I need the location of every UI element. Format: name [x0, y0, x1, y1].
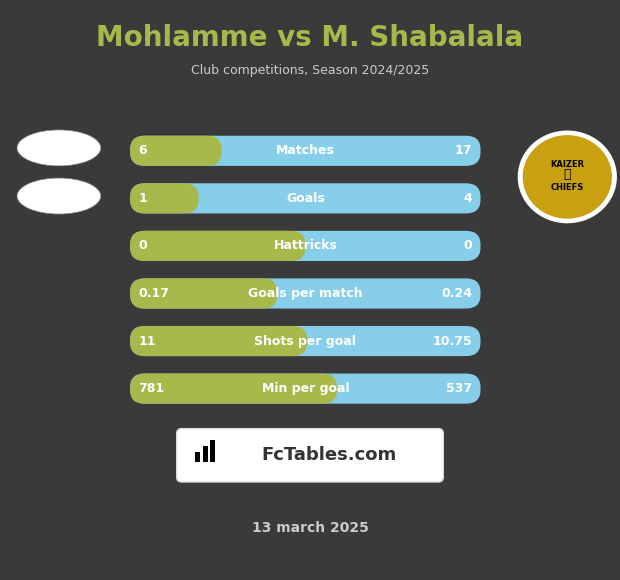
Text: CHIEFS: CHIEFS — [551, 183, 584, 192]
FancyBboxPatch shape — [203, 446, 208, 462]
Text: 1: 1 — [138, 192, 147, 205]
FancyBboxPatch shape — [130, 278, 480, 309]
Ellipse shape — [17, 178, 100, 214]
Text: Shots per goal: Shots per goal — [254, 335, 356, 347]
FancyBboxPatch shape — [210, 440, 215, 462]
Text: 0: 0 — [464, 240, 472, 252]
FancyBboxPatch shape — [130, 183, 480, 213]
Text: Club competitions, Season 2024/2025: Club competitions, Season 2024/2025 — [191, 64, 429, 77]
Text: 4: 4 — [464, 192, 472, 205]
FancyBboxPatch shape — [130, 183, 198, 213]
FancyBboxPatch shape — [130, 326, 480, 356]
Text: Mohlamme vs M. Shabalala: Mohlamme vs M. Shabalala — [97, 24, 523, 52]
Text: Matches: Matches — [276, 144, 335, 157]
Text: FcTables.com: FcTables.com — [261, 446, 396, 465]
Text: 781: 781 — [138, 382, 164, 395]
Text: 10.75: 10.75 — [433, 335, 472, 347]
Text: Goals: Goals — [286, 192, 325, 205]
FancyBboxPatch shape — [130, 374, 337, 404]
Text: Min per goal: Min per goal — [262, 382, 349, 395]
Text: 17: 17 — [455, 144, 472, 157]
FancyBboxPatch shape — [130, 231, 305, 261]
Text: 11: 11 — [138, 335, 156, 347]
FancyBboxPatch shape — [177, 429, 443, 482]
Text: Goals per match: Goals per match — [248, 287, 363, 300]
FancyBboxPatch shape — [130, 231, 480, 261]
FancyBboxPatch shape — [130, 136, 221, 166]
Text: 0.17: 0.17 — [138, 287, 169, 300]
Circle shape — [523, 135, 612, 219]
FancyBboxPatch shape — [195, 452, 200, 462]
Text: KAIZER: KAIZER — [550, 160, 585, 169]
Text: 537: 537 — [446, 382, 472, 395]
Text: 0: 0 — [138, 240, 147, 252]
FancyBboxPatch shape — [130, 136, 480, 166]
Text: 13 march 2025: 13 march 2025 — [252, 521, 368, 535]
Ellipse shape — [17, 130, 100, 166]
Text: 0.24: 0.24 — [441, 287, 472, 300]
FancyBboxPatch shape — [130, 374, 480, 404]
FancyBboxPatch shape — [130, 278, 277, 309]
Circle shape — [518, 130, 617, 223]
FancyBboxPatch shape — [130, 326, 307, 356]
Text: Hattricks: Hattricks — [273, 240, 337, 252]
Text: ⚽: ⚽ — [564, 168, 571, 181]
Text: 6: 6 — [138, 144, 147, 157]
